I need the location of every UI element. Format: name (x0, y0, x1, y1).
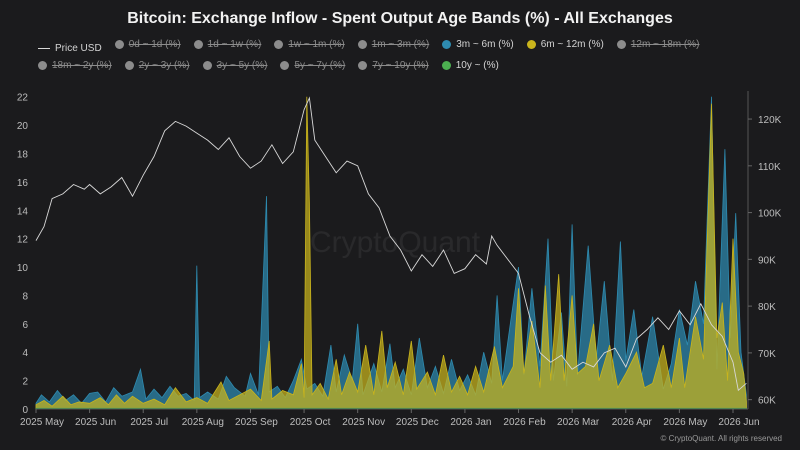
y-left-tick-label: 4 (22, 348, 28, 359)
x-tick-label: 2025 Jun (75, 417, 116, 428)
legend-label: 1m ~ 3m (%) (371, 39, 430, 50)
legend-label: 0d ~ 1d (%) (128, 39, 181, 50)
legend-label: 1w ~ 1m (%) (288, 39, 345, 50)
x-tick-label: 2025 Sep (235, 417, 278, 428)
x-tick-label: 2026 Jan (450, 417, 491, 428)
color-dot-icon (357, 40, 367, 49)
area-series-6m-12m- (35, 96, 747, 410)
color-dot-icon (441, 61, 451, 70)
y-left-tick-label: 20 (17, 121, 29, 132)
x-tick-label: 2025 Aug (182, 417, 224, 428)
legend-label: 5y ~ 7y (%) (294, 60, 346, 71)
x-tick-label: 2026 Mar (557, 417, 600, 428)
y-left-tick-label: 16 (17, 178, 29, 189)
x-tick-label: 2026 Feb (503, 417, 546, 428)
x-tick-label: 2026 May (663, 417, 707, 428)
color-dot-icon (616, 40, 626, 49)
legend-item[interactable]: 6m ~ 12m (%) (526, 36, 604, 53)
color-dot-icon (442, 40, 452, 49)
legend-label: 6m ~ 12m (%) (540, 39, 604, 50)
legend-label: 10y ~ (%) (455, 60, 499, 71)
y-left-tick-label: 14 (17, 206, 29, 217)
legend-item[interactable]: 3m ~ 6m (%) (442, 36, 514, 53)
legend-label: 7y ~ 10y (%) (372, 60, 429, 71)
legend-item[interactable]: 0d ~ 1d (%) (114, 36, 181, 53)
color-dot-icon (38, 61, 47, 70)
legend-item[interactable]: 3y ~ 5y (%) (202, 57, 268, 74)
x-tick-label: 2026 Jun (718, 417, 759, 428)
y-left-tick-label: 18 (17, 149, 29, 160)
y-left-tick-label: 2 (22, 377, 28, 388)
y-left-tick-label: 0 (22, 405, 28, 416)
legend-label: Price USD (55, 43, 102, 54)
y-left-tick-label: 12 (17, 235, 29, 246)
color-dot-icon (114, 40, 124, 49)
color-dot-icon (124, 61, 134, 70)
legend-item[interactable]: 1w ~ 1m (%) (274, 36, 345, 53)
y-left-tick-label: 22 (17, 93, 29, 104)
x-tick-label: 2026 Apr (612, 417, 653, 428)
legend-item[interactable]: 7y ~ 10y (%) (358, 57, 429, 74)
y-left-tick-label: 6 (22, 320, 28, 331)
line-swatch-icon (38, 48, 50, 49)
legend-item[interactable]: 5y ~ 7y (%) (280, 57, 345, 74)
legend-label: 3m ~ 6m (%) (456, 39, 514, 50)
legend-label: 1d ~ 1w (%) (207, 39, 262, 50)
legend-item[interactable]: Price USD (38, 40, 102, 57)
color-dot-icon (526, 40, 536, 49)
legend-label: 12m ~ 18m (%) (630, 39, 700, 50)
legend-label: 2y ~ 3y (%) (138, 60, 190, 71)
legend-item[interactable]: 1d ~ 1w (%) (193, 36, 262, 53)
chart-legend: Price USD 0d ~ 1d (%) 1d ~ 1w (%) 1w ~ 1m (… (38, 36, 778, 76)
x-tick-label: 2025 Nov (342, 417, 385, 428)
color-dot-icon (358, 61, 368, 70)
y-right-tick-label: 90K (758, 255, 776, 266)
x-tick-label: 2025 Dec (396, 417, 439, 428)
y-right-tick-label: 60K (758, 396, 776, 407)
legend-item[interactable]: 18m ~ 2y (%) (38, 57, 112, 74)
legend-item[interactable]: 2y ~ 3y (%) (124, 57, 190, 74)
y-right-tick-label: 120K (758, 115, 782, 126)
color-dot-icon (274, 40, 284, 49)
chart-title: Bitcoin: Exchange Inflow - Spent Output … (127, 10, 673, 27)
legend-item[interactable]: 12m ~ 18m (%) (616, 36, 700, 53)
y-right-tick-label: 70K (758, 349, 776, 360)
price-line (35, 96, 747, 392)
color-dot-icon (193, 40, 203, 49)
y-right-tick-label: 110K (758, 162, 781, 173)
y-left-tick-label: 8 (22, 291, 28, 302)
color-dot-icon (280, 61, 290, 70)
y-right-tick-label: 100K (758, 209, 782, 220)
copyright-text: © CryptoQuant. All rights reserved (660, 434, 783, 443)
x-tick-label: 2025 May (20, 417, 64, 428)
legend-item[interactable]: 10y ~ (%) (441, 57, 499, 74)
legend-item[interactable]: 1m ~ 3m (%) (357, 36, 430, 53)
x-tick-label: 2025 Oct (290, 417, 331, 428)
legend-label: 3y ~ 5y (%) (216, 60, 268, 71)
x-tick-label: 2025 Jul (130, 417, 168, 428)
y-right-tick-label: 80K (758, 302, 776, 313)
y-left-tick-label: 10 (17, 263, 29, 274)
legend-label: 18m ~ 2y (%) (52, 60, 112, 71)
color-dot-icon (202, 61, 212, 70)
